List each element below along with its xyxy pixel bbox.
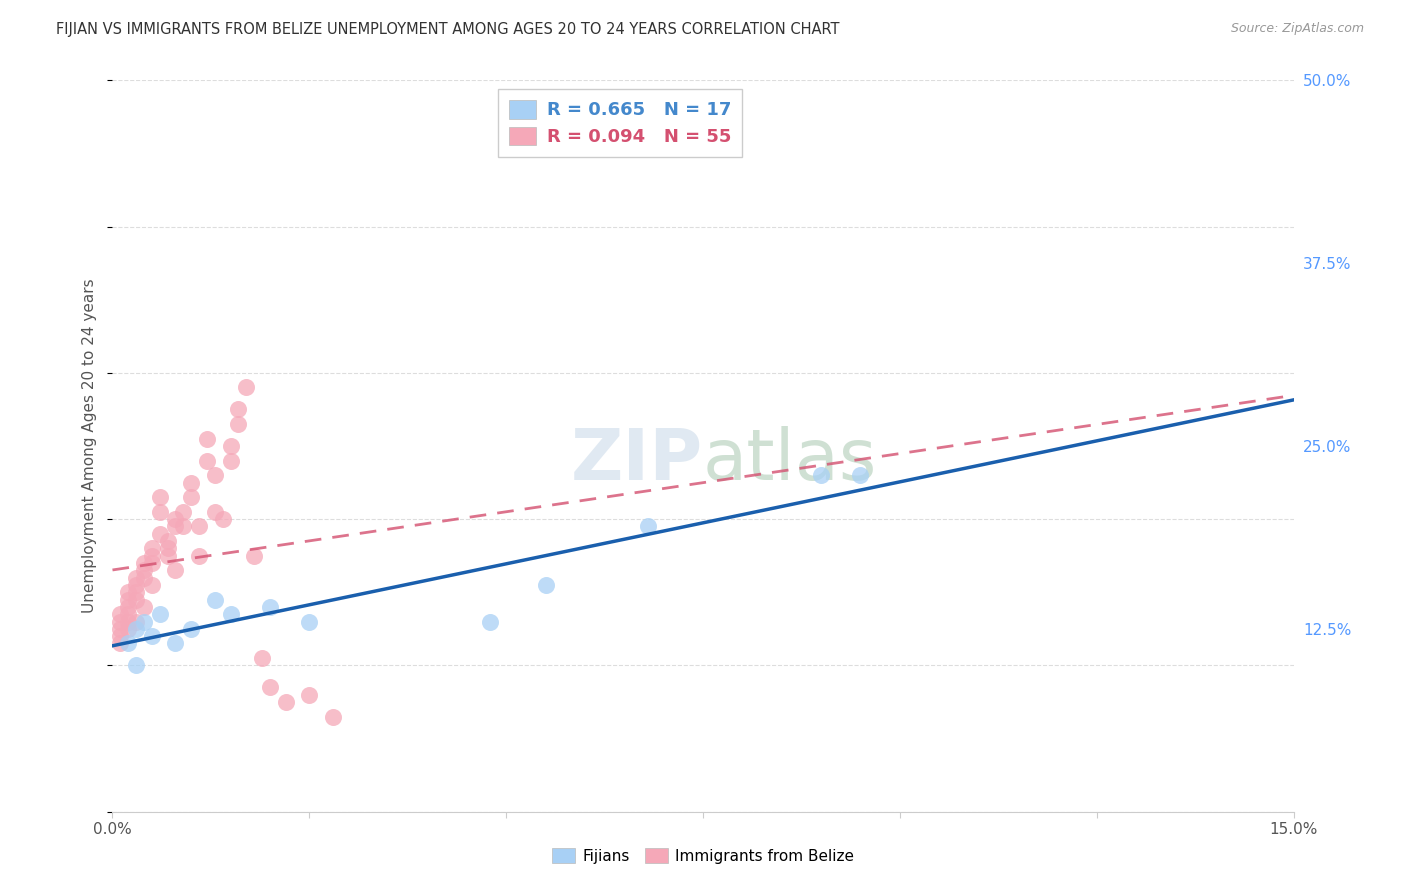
Text: FIJIAN VS IMMIGRANTS FROM BELIZE UNEMPLOYMENT AMONG AGES 20 TO 24 YEARS CORRELAT: FIJIAN VS IMMIGRANTS FROM BELIZE UNEMPLO…	[56, 22, 839, 37]
Point	[132, 563, 155, 577]
Point	[165, 512, 187, 526]
Point	[141, 578, 163, 592]
Point	[250, 651, 273, 665]
Point	[149, 505, 172, 519]
Point	[125, 658, 148, 673]
Point	[322, 709, 344, 723]
Point	[195, 432, 218, 446]
Point	[243, 549, 266, 563]
Point	[125, 622, 148, 636]
Point	[165, 636, 187, 650]
Point	[156, 549, 179, 563]
Point	[156, 534, 179, 549]
Point	[125, 578, 148, 592]
Point	[149, 607, 172, 622]
Point	[125, 615, 148, 629]
Point	[259, 681, 281, 695]
Point	[165, 519, 187, 533]
Point	[125, 585, 148, 599]
Point	[110, 622, 132, 636]
Point	[228, 417, 250, 431]
Point	[298, 688, 321, 702]
Point	[141, 549, 163, 563]
Point	[204, 592, 226, 607]
Point	[188, 549, 211, 563]
Point	[141, 629, 163, 643]
Point	[219, 453, 242, 467]
Point	[110, 636, 132, 650]
Point	[149, 490, 172, 504]
Point	[117, 622, 139, 636]
Point	[132, 615, 155, 629]
Point	[211, 512, 233, 526]
Point	[125, 592, 148, 607]
Text: atlas: atlas	[703, 426, 877, 495]
Point	[188, 519, 211, 533]
Point	[141, 556, 163, 570]
Point	[132, 599, 155, 614]
Point	[195, 453, 218, 467]
Point	[110, 629, 132, 643]
Point	[204, 505, 226, 519]
Point	[180, 475, 202, 490]
Point	[110, 615, 132, 629]
Point	[479, 615, 502, 629]
Point	[141, 541, 163, 556]
Point	[117, 599, 139, 614]
Point	[180, 622, 202, 636]
Text: Source: ZipAtlas.com: Source: ZipAtlas.com	[1230, 22, 1364, 36]
Point	[117, 585, 139, 599]
Point	[180, 490, 202, 504]
Point	[298, 615, 321, 629]
Point	[235, 380, 257, 394]
Point	[156, 541, 179, 556]
Point	[228, 402, 250, 417]
Point	[274, 695, 297, 709]
Point	[259, 599, 281, 614]
Point	[165, 563, 187, 577]
Legend: Fijians, Immigrants from Belize: Fijians, Immigrants from Belize	[546, 842, 860, 870]
Point	[117, 615, 139, 629]
Point	[204, 468, 226, 483]
Point	[534, 578, 557, 592]
Point	[849, 468, 872, 483]
Point	[637, 519, 659, 533]
Point	[132, 571, 155, 585]
Point	[132, 556, 155, 570]
Y-axis label: Unemployment Among Ages 20 to 24 years: Unemployment Among Ages 20 to 24 years	[82, 278, 97, 614]
Point	[117, 636, 139, 650]
Point	[125, 571, 148, 585]
Point	[117, 592, 139, 607]
Point	[172, 505, 194, 519]
Point	[110, 607, 132, 622]
Point	[172, 519, 194, 533]
Point	[810, 468, 832, 483]
Text: ZIP: ZIP	[571, 426, 703, 495]
Point	[219, 439, 242, 453]
Point	[219, 607, 242, 622]
Point	[149, 526, 172, 541]
Point	[117, 607, 139, 622]
